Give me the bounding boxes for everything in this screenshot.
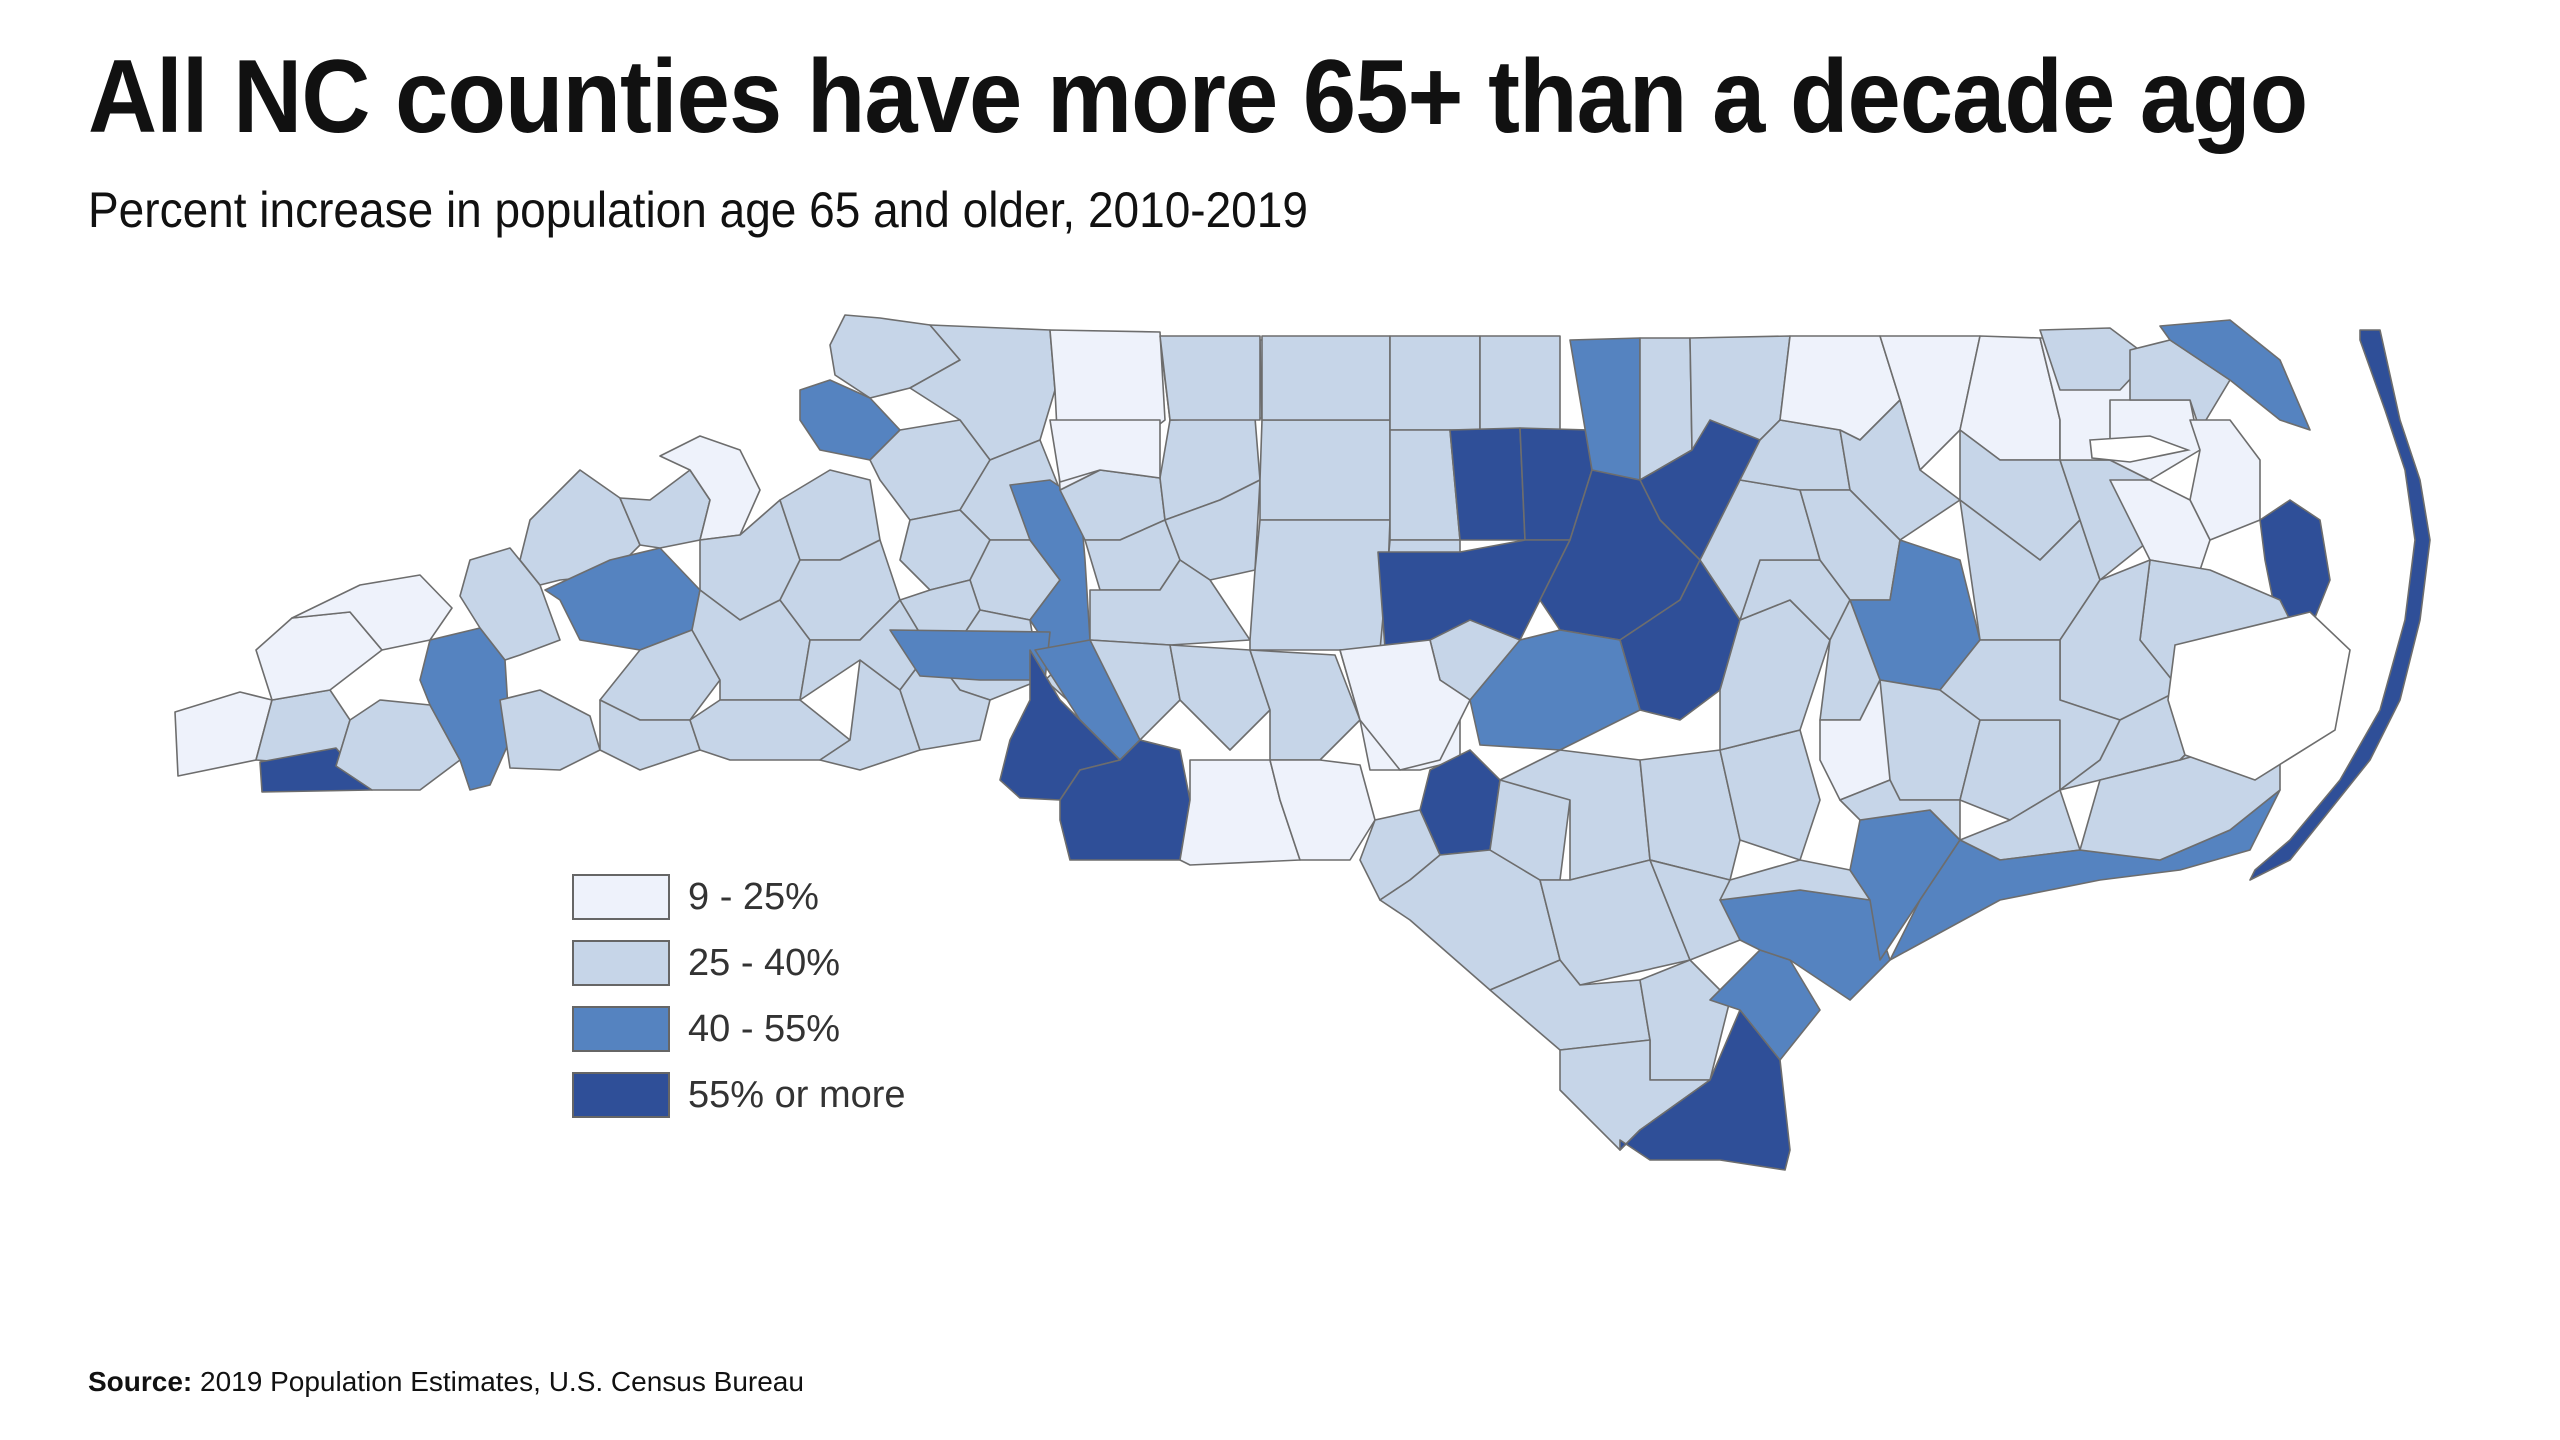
county-region [2159,319,2311,431]
albemarle-sound [2089,435,2191,463]
county-region [1639,959,1731,1081]
county-region [1169,644,1271,751]
county-region [499,689,601,771]
county-region [174,691,273,777]
legend-swatch [572,1006,670,1052]
county-region [1469,629,1641,751]
county-region [1269,759,1376,861]
legend-swatch [572,1072,670,1118]
county-region [689,699,851,761]
county-region [1479,335,1561,431]
legend-label: 55% or more [688,1073,906,1116]
source-note: Source: 2019 Population Estimates, U.S. … [88,1366,804,1398]
legend: 9 - 25% 25 - 40% 40 - 55% 55% or more [572,872,906,1136]
county-region [1059,739,1191,861]
county-region [1389,429,1461,541]
legend-item: 25 - 40% [572,938,906,988]
legend-item: 9 - 25% [572,872,906,922]
source-text: 2019 Population Estimates, U.S. Census B… [200,1366,804,1397]
legend-label: 9 - 25% [688,875,819,918]
county-region [1939,639,2121,791]
legend-label: 40 - 55% [688,1007,841,1050]
county-region [1389,335,1481,431]
county-region [1259,419,1391,521]
county-region [1879,335,1981,471]
county-region [1639,749,1741,881]
county-region [2259,499,2331,631]
page-subtitle: Percent increase in population age 65 an… [88,182,1308,238]
county-region [2249,329,2431,881]
county-region [779,469,881,561]
legend-item: 55% or more [572,1070,906,1120]
county-region [1261,335,1391,421]
county-region [2189,419,2261,541]
county-region [1619,1009,1791,1171]
legend-swatch [572,940,670,986]
legend-item: 40 - 55% [572,1004,906,1054]
county-region [1339,639,1471,771]
county-region [1249,519,1391,651]
county-region [1449,427,1526,541]
page-title: All NC counties have more 65+ than a dec… [88,39,2308,155]
pamlico-sound [2167,611,2351,781]
county-region [1839,779,1961,841]
county-region [291,574,453,651]
county-region [889,629,1051,681]
sound-waters [2089,435,2351,781]
county-region [1049,419,1161,483]
legend-label: 25 - 40% [688,941,841,984]
source-label: Source: [88,1366,193,1397]
county-region [1159,335,1261,421]
legend-swatch [572,874,670,920]
